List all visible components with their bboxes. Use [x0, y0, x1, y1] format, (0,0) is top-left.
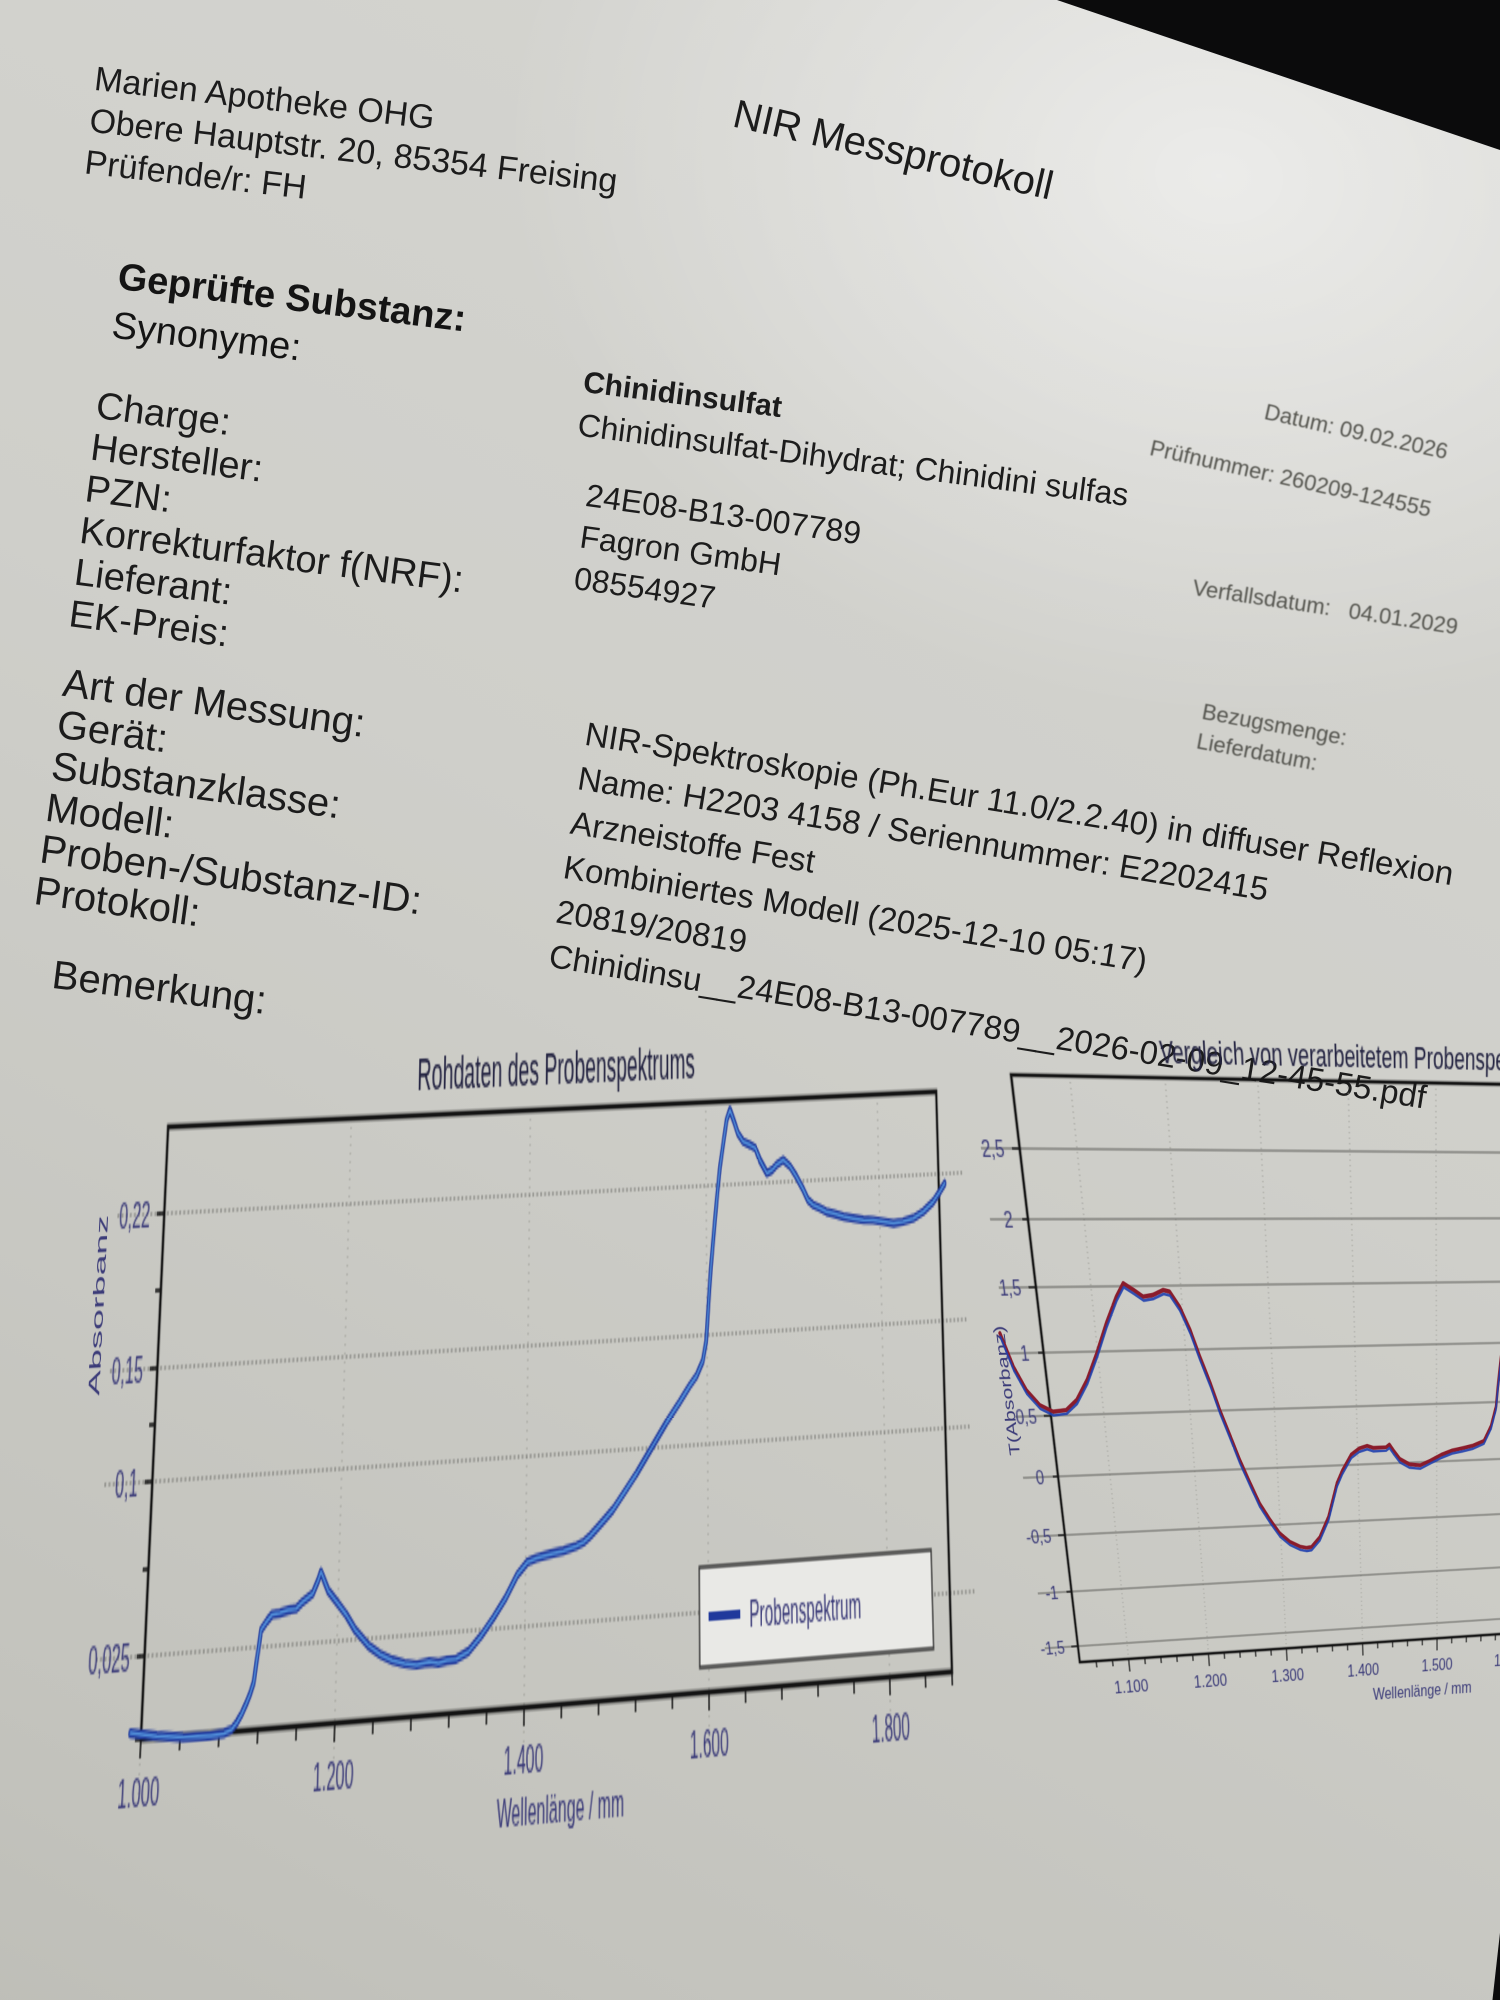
- svg-text:0,15: 0,15: [111, 1350, 144, 1394]
- svg-text:-1: -1: [1044, 1582, 1059, 1604]
- svg-text:0,1: 0,1: [114, 1463, 139, 1508]
- svg-text:0,22: 0,22: [118, 1195, 151, 1238]
- svg-text:1.500: 1.500: [1421, 1655, 1452, 1676]
- svg-text:1.100: 1.100: [1113, 1676, 1149, 1698]
- svg-text:2: 2: [1002, 1207, 1014, 1233]
- svg-text:Rohdaten des Probenspektrums: Rohdaten des Probenspektrums: [417, 1037, 695, 1100]
- svg-text:2,5: 2,5: [980, 1135, 1006, 1163]
- svg-text:-1,5: -1,5: [1039, 1638, 1066, 1660]
- svg-text:1.300: 1.300: [1271, 1665, 1304, 1687]
- svg-text:Absorbanz: Absorbanz: [85, 1215, 112, 1397]
- svg-text:0: 0: [1034, 1466, 1045, 1489]
- svg-text:-0,5: -0,5: [1025, 1526, 1053, 1549]
- svg-text:1.600: 1.600: [1494, 1650, 1500, 1671]
- svg-text:Wellenlänge / mm: Wellenlänge / mm: [1373, 1678, 1472, 1704]
- svg-text:1.400: 1.400: [1347, 1660, 1379, 1681]
- svg-text:1: 1: [1019, 1342, 1031, 1367]
- svg-text:1.200: 1.200: [1193, 1670, 1228, 1692]
- svg-text:1,5: 1,5: [998, 1276, 1023, 1302]
